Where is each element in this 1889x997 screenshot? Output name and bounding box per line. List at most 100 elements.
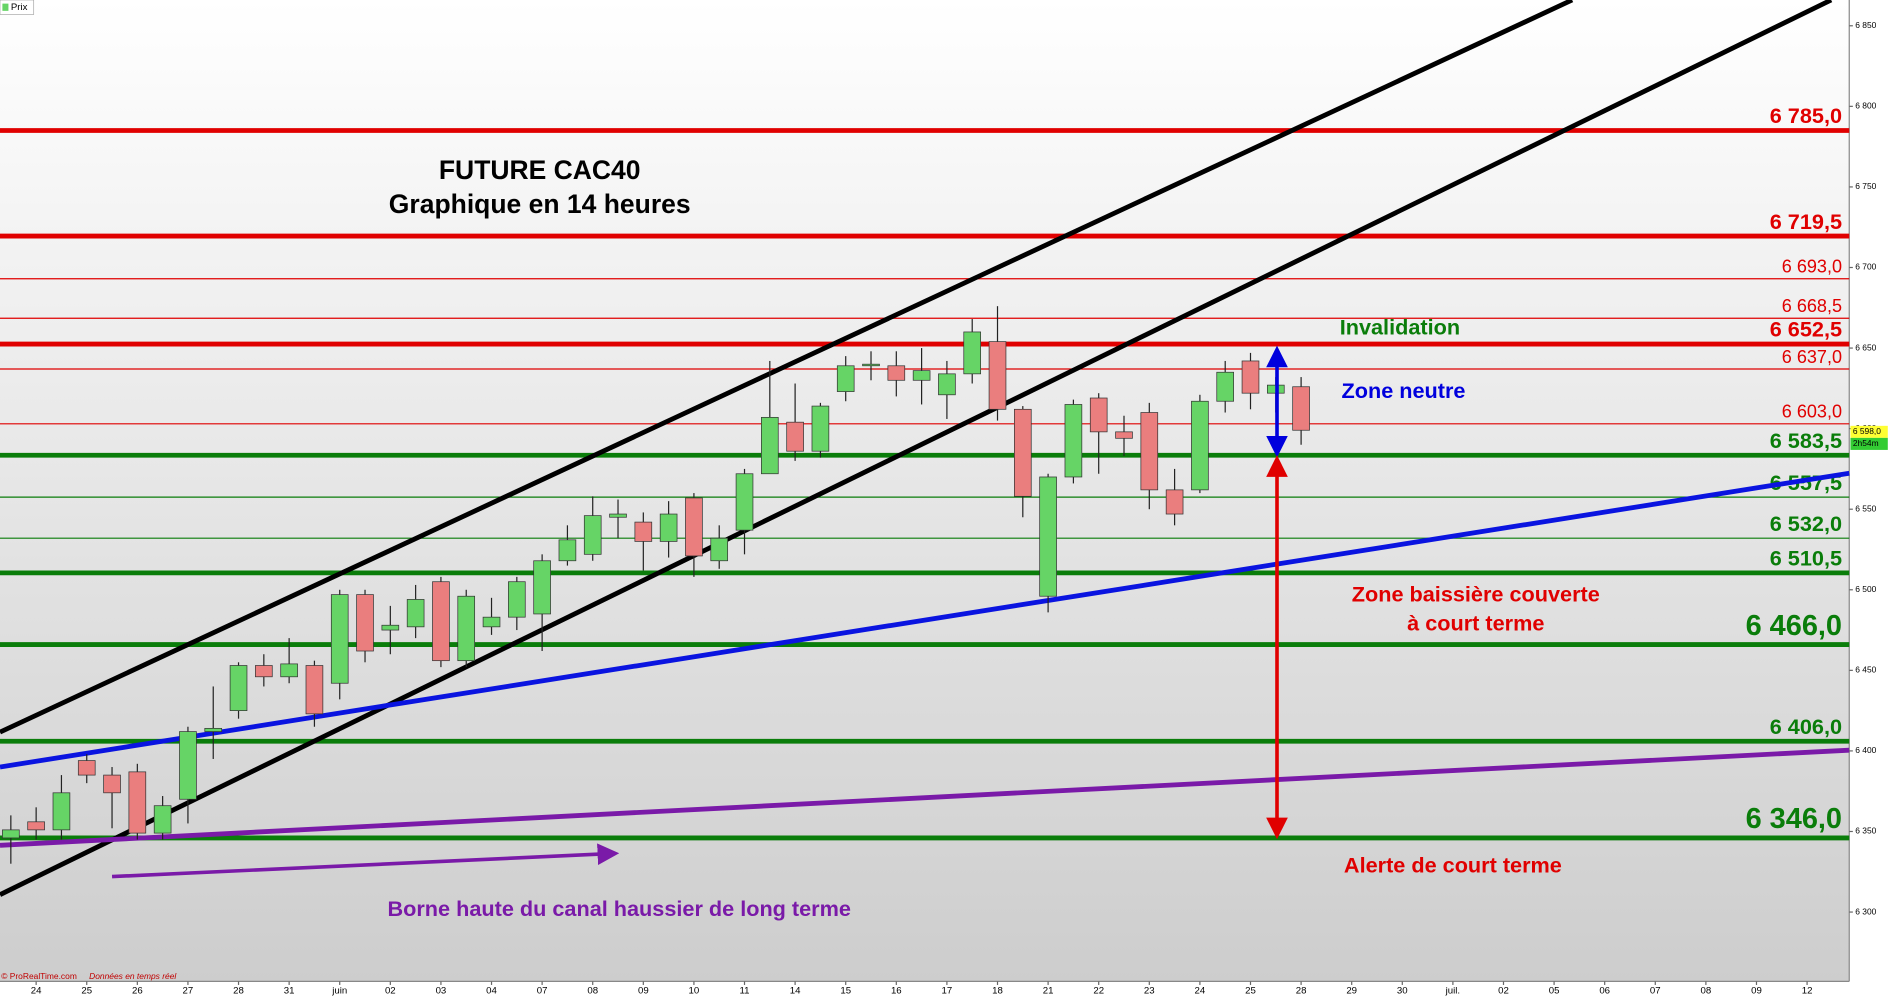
candle-body <box>685 497 703 557</box>
level-label: 6 652,5 <box>1770 317 1842 342</box>
x-tick-label: 10 <box>689 986 700 997</box>
candle-body <box>27 821 45 831</box>
level-label: 6 719,5 <box>1770 209 1842 234</box>
candle-body <box>938 373 956 396</box>
channel-line <box>0 0 1574 735</box>
level-label: 6 693,0 <box>1782 257 1842 277</box>
y-tick-label: 6 550 <box>1855 503 1876 513</box>
candle-body <box>381 624 400 631</box>
support-line <box>0 470 1850 770</box>
x-tick-label: 23 <box>1144 986 1155 997</box>
level-label: 6 637,0 <box>1782 347 1842 367</box>
candle-body <box>128 771 147 834</box>
level-label: 6 510,5 <box>1770 546 1842 571</box>
candle-body <box>634 521 653 542</box>
source: © ProRealTime.com <box>1 971 77 981</box>
x-tick-label: 04 <box>486 986 497 997</box>
candle-body <box>179 731 197 800</box>
candle-body <box>457 595 476 662</box>
x-tick-label: 24 <box>31 986 42 997</box>
candle-body <box>1039 476 1057 597</box>
candle-body <box>1089 397 1108 433</box>
x-tick-label: 02 <box>1498 986 1509 997</box>
y-tick-label: 6 650 <box>1855 342 1876 352</box>
x-tick-label: juil. <box>1445 986 1460 997</box>
candle-body <box>1241 360 1260 394</box>
level-label: 6 466,0 <box>1746 610 1842 642</box>
long-term-line <box>0 747 1850 848</box>
x-tick-label: juin <box>331 986 347 997</box>
x-tick-label: 30 <box>1397 986 1408 997</box>
candle-body <box>735 473 754 531</box>
level-label: 6 346,0 <box>1746 803 1842 835</box>
x-tick-label: 18 <box>992 986 1003 997</box>
annotation: Zone baissière couverte <box>1352 582 1600 607</box>
axis-background <box>1849 0 1889 997</box>
x-tick-label: 25 <box>1245 986 1256 997</box>
y-tick-label: 6 300 <box>1855 906 1876 916</box>
candle-body <box>710 537 729 562</box>
y-tick-label: 6 350 <box>1855 826 1876 836</box>
candle-body <box>1140 412 1159 491</box>
x-tick-label: 16 <box>891 986 902 997</box>
candle-body <box>609 513 627 518</box>
x-tick-label: 31 <box>284 986 295 997</box>
annotation: Zone neutre <box>1342 378 1466 403</box>
candle-body <box>836 365 855 392</box>
candle-body <box>1165 489 1184 515</box>
plot-background <box>0 0 1850 982</box>
candle-body <box>862 363 880 367</box>
level-label: 6 532,0 <box>1770 511 1842 536</box>
level-label: 6 583,5 <box>1770 428 1842 453</box>
x-tick-label: 21 <box>1043 986 1054 997</box>
arrows <box>111 345 1288 879</box>
legend-label: Prix <box>11 2 28 13</box>
x-tick-label: 29 <box>1346 986 1357 997</box>
candle-body <box>305 665 324 715</box>
channel-arrow <box>111 843 620 879</box>
level-label: 6 603,0 <box>1782 402 1842 422</box>
candle-body <box>1191 400 1209 491</box>
x-tick-label: 26 <box>132 986 143 997</box>
candle-body <box>77 760 96 776</box>
candle-body <box>406 599 425 628</box>
x-tick-label: 08 <box>1701 986 1712 997</box>
x-tick-label: 09 <box>638 986 649 997</box>
x-tick-label: 27 <box>183 986 194 997</box>
candle-body <box>533 560 551 615</box>
source-note: Données en temps réel <box>89 971 177 981</box>
candle-body <box>887 365 906 381</box>
candle-body <box>1064 404 1083 478</box>
x-tick-label: 24 <box>1195 986 1206 997</box>
annotation: Borne haute du canal haussier de long te… <box>388 896 851 921</box>
candle-body <box>761 416 779 475</box>
x-tick-label: 14 <box>790 986 801 997</box>
candle-body <box>811 405 830 452</box>
annotation: Invalidation <box>1340 314 1460 339</box>
candle-body <box>103 774 121 794</box>
candle-body <box>963 331 982 375</box>
candle-body <box>356 594 374 652</box>
x-axis-background <box>0 981 1850 997</box>
x-tick-label: 25 <box>81 986 92 997</box>
candle-body <box>482 616 501 628</box>
x-tick-label: 17 <box>942 986 953 997</box>
x-tick-label: 07 <box>537 986 548 997</box>
candle-body <box>1216 371 1234 402</box>
candle-body <box>204 727 223 732</box>
y-tick-label: 6 750 <box>1855 181 1876 191</box>
candle-body <box>280 663 298 678</box>
candle-body <box>786 421 804 452</box>
candle-body <box>255 665 273 678</box>
level-label: 6 406,0 <box>1770 714 1842 739</box>
trend-lines <box>0 0 1850 897</box>
x-tick-label: 08 <box>587 986 598 997</box>
x-tick-label: 09 <box>1751 986 1762 997</box>
price-tag <box>1850 425 1888 438</box>
candle-body <box>988 341 1007 410</box>
y-tick-label: 6 450 <box>1855 665 1876 675</box>
x-tick-label: 03 <box>436 986 447 997</box>
y-tick-label: 6 400 <box>1855 745 1876 755</box>
